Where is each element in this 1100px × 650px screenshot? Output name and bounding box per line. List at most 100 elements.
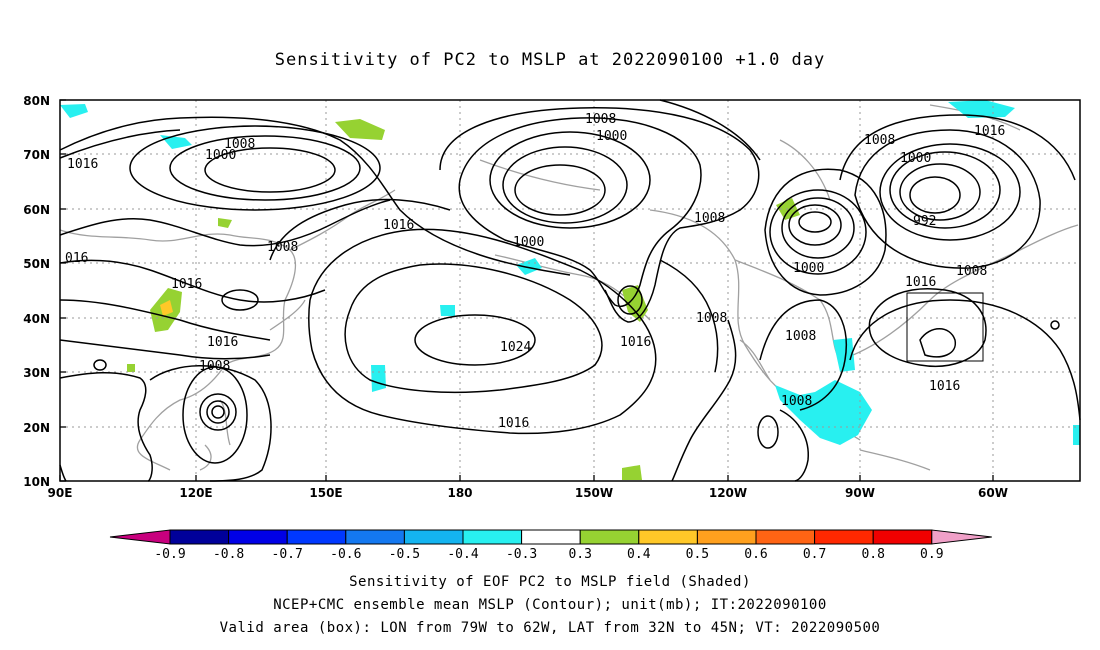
lon-label: 150W (575, 486, 613, 500)
colorbar-label: -0.8 (213, 547, 244, 562)
contour-label: 1016 (67, 157, 98, 172)
colorbar-label: -0.7 (272, 547, 303, 562)
caption-line-3: Valid area (box): LON from 79W to 62W, L… (219, 620, 881, 636)
colorbar-swatch (462, 529, 523, 545)
colorbar-label: 0.5 (686, 547, 709, 562)
contour-label: 1000 (793, 261, 824, 276)
shade-cyan (948, 100, 1015, 118)
caption-line-2: NCEP+CMC ensemble mean MSLP (Contour); u… (273, 597, 827, 613)
contour-label: 1008 (267, 240, 298, 255)
lat-label: 80N (23, 94, 50, 108)
colorbar-arrow-low (109, 529, 171, 545)
contour-label: 1008 (199, 359, 230, 374)
contour-label: 1008 (785, 329, 816, 344)
contour-label: 1016 (383, 218, 414, 233)
contour-label: 1000 (513, 235, 544, 250)
contour-label: 1000 (205, 148, 236, 163)
latitude-labels: 80N 70N 60N 50N 40N 30N 20N 10N (23, 94, 50, 489)
contour-label: 992 (913, 214, 936, 229)
lon-label: 180 (447, 486, 472, 500)
colorbar-swatch (872, 529, 933, 545)
lat-label: 50N (23, 257, 50, 271)
lat-label: 40N (23, 312, 50, 326)
colorbar-label: 0.8 (861, 547, 884, 562)
lon-label: 60W (978, 486, 1008, 500)
contour-label: 016 (65, 251, 88, 266)
contour-label: 1016 (207, 335, 238, 350)
shade-cyan (1073, 425, 1080, 445)
lat-label: 30N (23, 366, 50, 380)
contour-label: 1000 (596, 129, 627, 144)
colorbar-label: 0.9 (920, 547, 943, 562)
lon-label: 120W (709, 486, 747, 500)
colorbar-swatch (286, 529, 347, 545)
colorbar-swatch (403, 529, 464, 545)
map-frame (59, 99, 1081, 482)
shade-cyan (833, 338, 855, 372)
shade-orange (160, 300, 173, 316)
colorbar-labels: -0.9 -0.8 -0.7 -0.6 -0.5 -0.4 -0.3 0.3 0.4 0.5 0.6… (154, 547, 943, 562)
contour-label: 1016 (171, 277, 202, 292)
colorbar-swatch (579, 529, 640, 545)
lon-label: 120E (179, 486, 212, 500)
colorbar-label: -0.3 (506, 547, 537, 562)
contour-labels: 1008 1000 1016 1008 1000 1008 1000 1016 … (65, 112, 1005, 431)
contour-label: 1008 (956, 264, 987, 279)
shade-cyan (516, 258, 542, 275)
shade-cyan (371, 365, 386, 392)
lon-label: 90E (48, 486, 73, 500)
contour-label: 1024 (500, 340, 531, 355)
longitude-labels: 90E 120E 150E 180 150W 120W 90W 60W (48, 486, 1008, 500)
contour-label: 1016 (974, 124, 1005, 139)
lat-label: 20N (23, 421, 50, 435)
contour-label: 1008 (781, 394, 812, 409)
mslp-contours (59, 99, 1081, 482)
colorbar-label: -0.6 (330, 547, 361, 562)
colorbar-label: 0.7 (803, 547, 826, 562)
lat-label: 10N (23, 475, 50, 489)
shade-green (622, 465, 642, 480)
colorbar-label: -0.4 (447, 547, 478, 562)
colorbar-label: 0.4 (627, 547, 651, 562)
colorbar-label: 0.6 (744, 547, 767, 562)
colorbar (109, 529, 992, 545)
sensitivity-shading (60, 100, 1080, 480)
colorbar-swatch (814, 529, 874, 545)
shade-green (127, 364, 135, 372)
colorbar-swatch (638, 529, 698, 545)
shade-cyan (160, 135, 192, 149)
shade-cyan (775, 380, 872, 445)
contour-label: 1016 (620, 335, 651, 350)
colorbar-swatch (345, 529, 405, 545)
shade-green (218, 218, 232, 228)
colorbar-swatch (169, 529, 230, 545)
shade-green (622, 285, 648, 322)
contour-label: 1000 (900, 151, 931, 166)
colorbar-swatch (228, 529, 288, 545)
colorbar-swatch (521, 529, 581, 545)
contour-label: 1016 (905, 275, 936, 290)
chart-title: Sensitivity of PC2 to MSLP at 2022090100… (274, 50, 826, 70)
lat-label: 60N (23, 203, 50, 217)
colorbar-label: 0.3 (568, 547, 591, 562)
contour-label: 1008 (585, 112, 616, 127)
contour-label: 1008 (864, 133, 895, 148)
colorbar-label: -0.5 (389, 547, 420, 562)
lat-label: 70N (23, 148, 50, 162)
contour-label: 1008 (696, 311, 727, 326)
contour-label: 1016 (498, 416, 529, 431)
colorbar-swatch (755, 529, 816, 545)
colorbar-swatch (696, 529, 757, 545)
contour-label: 1008 (224, 137, 255, 152)
valid-area-box (906, 292, 984, 362)
shade-green (335, 119, 385, 140)
colorbar-arrow-high (931, 529, 992, 545)
contour-label: 1008 (694, 211, 725, 226)
shade-cyan (60, 104, 88, 118)
lon-label: 150E (309, 486, 342, 500)
colorbar-label: -0.9 (154, 547, 185, 562)
contour-label: 1016 (929, 379, 960, 394)
axis-ticks (59, 99, 994, 482)
shade-cyan (440, 305, 455, 316)
